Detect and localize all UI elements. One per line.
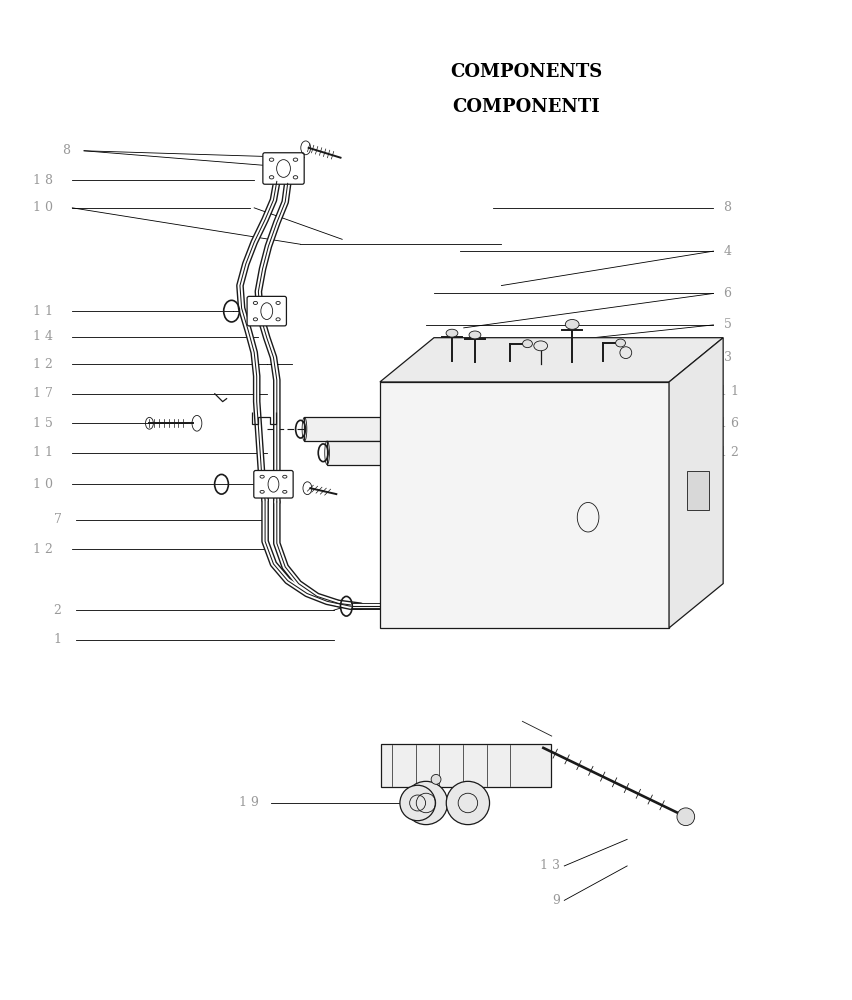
Text: 8: 8	[62, 144, 70, 157]
Text: 1 6: 1 6	[719, 417, 740, 430]
Circle shape	[431, 774, 441, 784]
Polygon shape	[380, 338, 723, 382]
Text: 7: 7	[54, 513, 61, 526]
Ellipse shape	[616, 339, 625, 347]
Text: 1 0: 1 0	[33, 201, 53, 214]
FancyBboxPatch shape	[688, 471, 709, 510]
Circle shape	[400, 785, 435, 821]
Ellipse shape	[522, 340, 532, 348]
Polygon shape	[327, 441, 435, 465]
Text: 6: 6	[723, 287, 732, 300]
Ellipse shape	[469, 331, 481, 339]
Circle shape	[677, 808, 694, 826]
Text: 1 4: 1 4	[33, 330, 53, 343]
FancyBboxPatch shape	[247, 296, 286, 326]
Text: 3: 3	[723, 351, 732, 364]
Circle shape	[620, 347, 631, 359]
Ellipse shape	[534, 341, 548, 351]
Text: COMPONENTS: COMPONENTS	[451, 63, 602, 81]
Ellipse shape	[446, 329, 458, 337]
Text: 1 2: 1 2	[719, 446, 740, 459]
Text: 1 1: 1 1	[33, 446, 53, 459]
Text: 4: 4	[723, 245, 732, 258]
Ellipse shape	[566, 319, 579, 329]
Text: 8: 8	[723, 201, 732, 214]
Text: 1 9: 1 9	[239, 796, 258, 809]
Text: 1 5: 1 5	[33, 417, 53, 430]
Text: 1 0: 1 0	[33, 478, 53, 491]
FancyBboxPatch shape	[254, 470, 293, 498]
Circle shape	[405, 781, 447, 825]
Text: 1 2: 1 2	[33, 543, 53, 556]
Text: 9: 9	[552, 894, 560, 907]
Text: 1 2: 1 2	[33, 358, 53, 371]
Text: 1: 1	[54, 633, 61, 646]
Text: 1 7: 1 7	[33, 387, 53, 400]
Text: COMPONENTI: COMPONENTI	[452, 98, 601, 116]
Text: 1 1: 1 1	[719, 385, 740, 398]
Circle shape	[446, 781, 490, 825]
Polygon shape	[380, 382, 669, 628]
FancyBboxPatch shape	[263, 153, 304, 184]
Polygon shape	[304, 417, 393, 441]
Text: 1 3: 1 3	[540, 859, 560, 872]
Text: 1 8: 1 8	[33, 174, 53, 187]
Polygon shape	[669, 338, 723, 628]
Text: 1 1: 1 1	[33, 305, 53, 318]
FancyBboxPatch shape	[382, 744, 550, 787]
Text: 5: 5	[723, 318, 731, 331]
Text: 2: 2	[54, 604, 61, 617]
